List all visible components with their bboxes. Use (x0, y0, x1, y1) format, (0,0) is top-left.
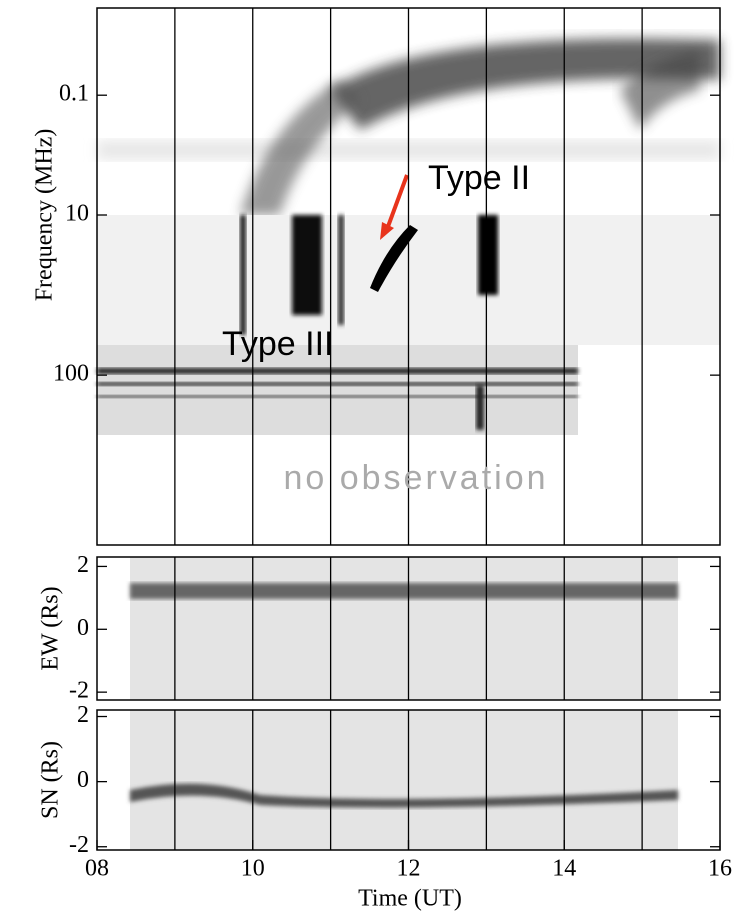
y-tick-label: 10 (65, 201, 89, 227)
x-tick-label: 14 (552, 856, 576, 882)
y-axis-label: Frequency (MHz) (32, 129, 58, 302)
annotation: Type III (222, 325, 334, 363)
y-axis-label: SN (Rs) (38, 741, 64, 819)
y-tick-label: 0 (77, 615, 89, 641)
panel-frame (96, 7, 721, 546)
y-tick-label: 2 (77, 702, 89, 728)
x-tick-label: 10 (241, 856, 265, 882)
type-ii-arrow (384, 174, 409, 233)
y-tick-label: -2 (69, 678, 89, 704)
x-tick-label: 08 (85, 856, 109, 882)
y-tick-label: -2 (69, 832, 89, 858)
spectrum-texture (97, 38, 720, 850)
annotation: Type II (428, 159, 530, 197)
panel-frame (96, 556, 721, 701)
y-tick-label: 0.1 (59, 81, 89, 107)
y-axis-label: EW (Rs) (38, 586, 64, 670)
arrow-head (380, 222, 394, 240)
x-axis-label: Time (UT) (358, 886, 462, 912)
x-tick-label: 12 (397, 856, 421, 882)
y-tick-label: 100 (53, 361, 89, 387)
annotation: no observation (283, 459, 548, 497)
y-tick-label: 2 (77, 552, 89, 578)
x-tick-label: 16 (708, 856, 732, 882)
y-tick-label: 0 (77, 767, 89, 793)
